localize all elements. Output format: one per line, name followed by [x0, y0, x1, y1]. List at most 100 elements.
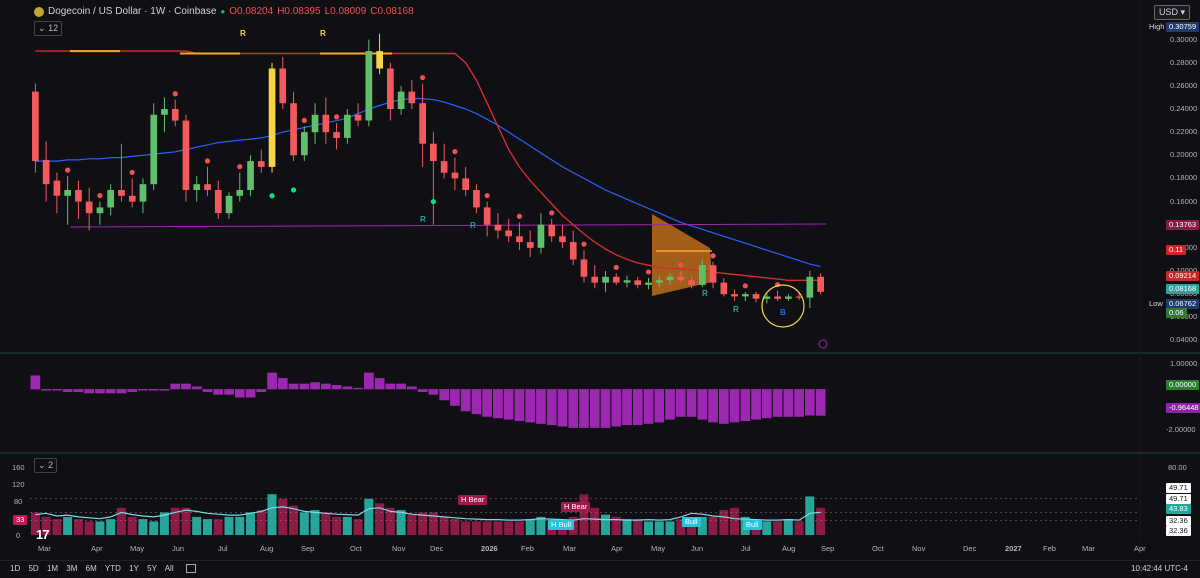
signal-dot	[613, 264, 619, 270]
indicator-collapse-badge-2[interactable]: ⌄ 2	[34, 458, 58, 473]
vol-tag: 49.71	[1166, 483, 1191, 493]
low-label: Low	[1149, 299, 1163, 308]
volume-bar	[256, 510, 266, 535]
tf-1m[interactable]: 1M	[46, 564, 59, 573]
volume-bar	[310, 510, 320, 535]
candle	[440, 161, 448, 173]
osc-bar	[191, 386, 202, 390]
volume-bar	[375, 503, 385, 535]
highlight-zone	[652, 214, 712, 296]
signal-tag: Bull	[743, 520, 762, 530]
tf-all[interactable]: All	[164, 564, 174, 573]
price-tick: 0.28000	[1170, 57, 1198, 67]
volume-bar	[633, 519, 643, 535]
volume-bar	[52, 519, 62, 535]
chevron-down-icon: ⌄	[38, 23, 46, 33]
candle	[85, 201, 93, 214]
signal-dot	[549, 210, 555, 216]
candle	[161, 109, 168, 115]
signal-dot	[742, 283, 748, 289]
time-tick: Nov	[392, 544, 406, 553]
osc-bar	[493, 389, 503, 419]
time-tick: Dec	[963, 544, 977, 553]
osc-bar	[84, 389, 94, 394]
volume-bar	[730, 507, 739, 535]
volume-bar	[299, 512, 309, 535]
osc-bar	[740, 389, 751, 421]
volume-bar	[450, 519, 460, 535]
ohlc-low: L0.08009	[324, 6, 367, 17]
indicator-count: 12	[48, 23, 59, 33]
signal-tag: Bull	[682, 517, 701, 527]
osc-bar	[697, 389, 708, 420]
candle	[311, 114, 319, 133]
time-tick: Jun	[172, 544, 185, 553]
last-price-tag: 0.08168	[1166, 284, 1200, 294]
time-tick: Mar	[563, 544, 576, 553]
osc-bar	[439, 389, 449, 401]
signal-dot	[710, 253, 716, 259]
high-label: High	[1149, 22, 1165, 31]
ma-purple-line	[69, 223, 827, 228]
volume-bar	[697, 516, 707, 535]
candle	[193, 184, 201, 190]
candle	[462, 178, 469, 190]
volume-osc-line	[35, 506, 821, 521]
price-tick: 0.16000	[1170, 196, 1198, 206]
tradingview-logo[interactable]: 17	[36, 527, 50, 542]
osc-bar	[772, 389, 783, 417]
volume-bar	[138, 519, 148, 535]
indicator-collapse-badge[interactable]: ⌄ 12	[34, 21, 63, 36]
candle	[580, 259, 588, 277]
candle	[139, 184, 147, 202]
osc-bar	[310, 382, 320, 390]
tf-5d[interactable]: 5D	[28, 564, 39, 573]
candle	[225, 195, 233, 214]
symbol-header[interactable]: Dogecoin / US Dollar · 1W · Coinbase ● O…	[34, 6, 414, 17]
tf-5y[interactable]: 5Y	[147, 564, 157, 573]
ohlc-open: O0.08204	[229, 6, 274, 17]
volume-bar	[676, 519, 686, 535]
tf-1d[interactable]: 1D	[10, 564, 21, 573]
candle	[516, 236, 523, 243]
candle	[731, 294, 738, 297]
time-tick: May	[651, 544, 666, 553]
symbol-title[interactable]: Dogecoin / US Dollar · 1W · Coinbase	[48, 6, 217, 17]
signal-dot	[484, 192, 490, 199]
osc-bar	[385, 383, 396, 390]
volume-bar	[601, 514, 610, 535]
calendar-icon[interactable]	[185, 564, 196, 574]
candle	[376, 51, 383, 69]
osc-bar	[245, 389, 256, 398]
volume-bar	[170, 507, 180, 535]
osc-bar	[321, 383, 331, 390]
currency-selector[interactable]: USD ▾	[1153, 5, 1190, 20]
signal-r-label: R	[240, 29, 246, 38]
osc-bar	[471, 389, 482, 415]
volume-bar	[289, 505, 298, 535]
volume-bar	[224, 516, 234, 535]
volume-bar	[235, 516, 245, 535]
candle	[171, 109, 179, 121]
volume-bar	[428, 512, 438, 535]
tf-1y[interactable]: 1Y	[129, 564, 139, 573]
osc-bar	[643, 389, 654, 424]
clock-timezone[interactable]: 10:42:44 UTC-4	[1131, 564, 1188, 573]
candle	[569, 242, 577, 260]
osc-bar	[52, 389, 62, 391]
tf-3m[interactable]: 3M	[66, 564, 78, 573]
currency-label: USD	[1158, 7, 1178, 17]
vol-left-badge: 33	[13, 515, 28, 525]
candle	[365, 51, 373, 121]
candle	[666, 276, 674, 281]
candle	[408, 91, 416, 104]
candle	[752, 294, 760, 299]
price-tick: 0.04000	[1170, 335, 1198, 345]
chart-canvas[interactable]: R R R R R R B	[0, 0, 1200, 560]
signal-tag: H Bear	[561, 502, 591, 512]
time-tick: 2026	[481, 544, 498, 553]
tf-6m[interactable]: 6M	[85, 564, 97, 573]
tf-ytd[interactable]: YTD	[104, 564, 121, 573]
time-tick: Jun	[691, 544, 704, 553]
volume-bar	[783, 519, 793, 535]
